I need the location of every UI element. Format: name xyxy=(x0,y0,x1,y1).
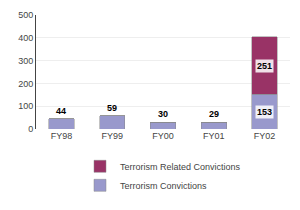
svg-text:400: 400 xyxy=(18,33,33,43)
svg-text:153: 153 xyxy=(257,107,272,117)
svg-text:FY99: FY99 xyxy=(101,131,123,141)
svg-text:FY02: FY02 xyxy=(254,131,276,141)
svg-text:Terrorism Related Convictions: Terrorism Related Convictions xyxy=(120,162,241,172)
svg-text:30: 30 xyxy=(158,109,168,119)
svg-text:FY01: FY01 xyxy=(203,131,225,141)
svg-text:59: 59 xyxy=(107,103,117,113)
svg-text:FY00: FY00 xyxy=(152,131,174,141)
svg-text:200: 200 xyxy=(18,79,33,89)
svg-text:0: 0 xyxy=(28,124,33,134)
svg-text:FY98: FY98 xyxy=(51,131,73,141)
svg-text:300: 300 xyxy=(18,56,33,66)
svg-text:500: 500 xyxy=(18,10,33,20)
svg-text:44: 44 xyxy=(56,106,66,116)
svg-text:Terrorism Convictions: Terrorism Convictions xyxy=(120,181,207,191)
svg-text:100: 100 xyxy=(18,101,33,111)
svg-text:251: 251 xyxy=(257,61,272,71)
svg-text:29: 29 xyxy=(209,109,219,119)
